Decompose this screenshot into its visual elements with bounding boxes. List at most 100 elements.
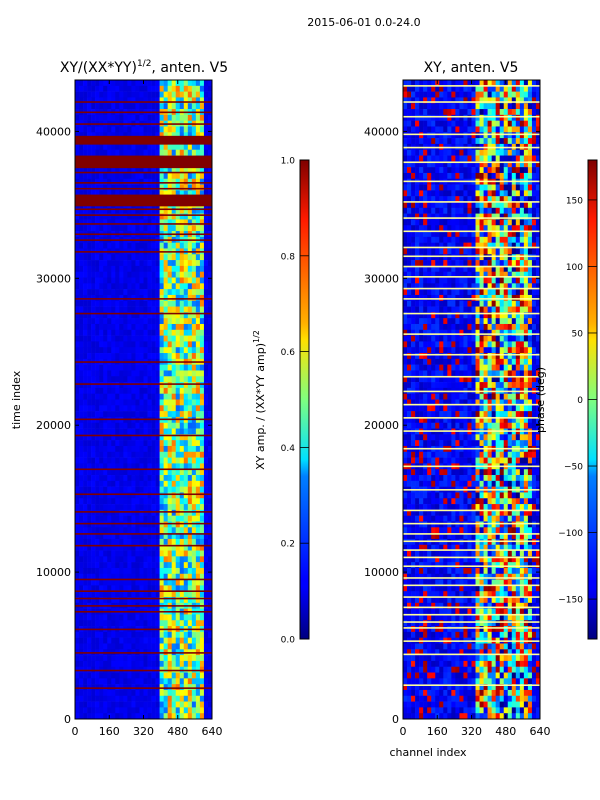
heatmap-cell <box>79 689 84 697</box>
heatmap-cell <box>79 521 84 528</box>
heatmap-cell <box>79 597 84 604</box>
heatmap-cell <box>83 341 88 348</box>
heatmap-cell <box>167 347 173 354</box>
heatmap-cell <box>191 486 197 493</box>
heatmap-cell <box>163 713 168 720</box>
heatmap-cell <box>203 689 209 697</box>
heatmap-cell <box>75 469 80 476</box>
heatmap-cell <box>99 509 104 516</box>
heatmap-cell <box>439 393 444 400</box>
heatmap-cell <box>419 597 424 604</box>
heatmap-cell <box>143 689 148 697</box>
heatmap-cell <box>159 515 164 522</box>
heatmap-cell <box>427 521 432 528</box>
heatmap-cell <box>171 498 177 505</box>
heatmap-cell <box>171 504 177 511</box>
heatmap-cell <box>127 451 132 458</box>
heatmap-cell <box>407 411 412 418</box>
heatmap-cell <box>87 103 92 110</box>
heatmap-cell <box>83 376 88 383</box>
heatmap-cell <box>151 260 156 267</box>
heatmap-cell <box>179 312 185 319</box>
heatmap-cell <box>191 504 197 511</box>
heatmap-cell <box>423 614 428 621</box>
heatmap-cell <box>103 509 108 516</box>
heatmap-cell <box>183 550 189 557</box>
heatmap-cell <box>427 422 432 429</box>
heatmap-cell <box>431 631 436 638</box>
heatmap-cell <box>187 445 193 453</box>
heatmap-cell <box>183 562 189 569</box>
heatmap-cell <box>411 678 416 685</box>
heatmap-cell <box>163 562 168 569</box>
heatmap-cell <box>403 213 408 220</box>
heatmap-cell <box>115 219 120 226</box>
heatmap-cell <box>91 393 96 400</box>
heatmap-cell <box>171 126 177 133</box>
heatmap-cell <box>75 376 80 383</box>
heatmap-cell <box>115 213 120 220</box>
heatmap-cell <box>99 382 104 389</box>
heatmap-cell <box>147 126 152 133</box>
heatmap-cell <box>179 614 185 621</box>
heatmap-cell <box>75 486 80 493</box>
heatmap-cell <box>151 277 156 284</box>
heatmap-cell <box>187 143 193 151</box>
heatmap-cell <box>111 556 116 563</box>
heatmap-cell <box>415 254 420 261</box>
heatmap-cell <box>179 265 185 272</box>
heatmap-cell <box>415 167 420 174</box>
heatmap-cell <box>151 370 156 377</box>
heatmap-cell <box>103 318 108 325</box>
heatmap-cell <box>207 463 213 470</box>
heatmap-cell <box>139 277 144 284</box>
flagged-time-row <box>75 383 212 385</box>
heatmap-cell <box>135 469 140 476</box>
heatmap-cell <box>135 335 140 342</box>
heatmap-cell <box>191 265 197 272</box>
heatmap-cell <box>203 149 209 156</box>
heatmap-cell <box>207 515 213 522</box>
heatmap-cell <box>135 323 140 331</box>
heatmap-cell <box>127 463 132 470</box>
heatmap-cell <box>175 242 181 249</box>
heatmap-cell <box>103 591 108 598</box>
heatmap-cell <box>123 300 128 307</box>
heatmap-cell <box>183 172 189 180</box>
heatmap-cell <box>91 178 96 185</box>
heatmap-cell <box>91 515 96 522</box>
heatmap-cell <box>147 376 152 383</box>
heatmap-cell <box>123 498 128 505</box>
heatmap-cell <box>107 614 112 621</box>
heatmap-cell <box>99 353 104 360</box>
heatmap-cell <box>191 207 197 214</box>
heatmap-cell <box>115 184 120 191</box>
heatmap-cell <box>75 289 80 296</box>
heatmap-cell <box>431 567 436 575</box>
heatmap-cell <box>407 684 412 691</box>
heatmap-cell <box>191 80 197 87</box>
heatmap-cell <box>79 713 84 720</box>
heatmap-cell <box>423 219 428 226</box>
heatmap-cell <box>203 515 209 522</box>
heatmap-cell <box>103 300 108 307</box>
heatmap-cell <box>179 504 185 511</box>
heatmap-cell <box>199 207 205 214</box>
heatmap-cell <box>91 405 96 412</box>
heatmap-cell <box>207 364 213 371</box>
heatmap-cell <box>195 544 201 551</box>
heatmap-cell <box>155 695 160 702</box>
heatmap-cell <box>135 399 140 406</box>
heatmap-cell <box>403 219 408 226</box>
heatmap-cell <box>143 300 148 307</box>
heatmap-cell <box>87 364 92 371</box>
heatmap-cell <box>127 190 132 197</box>
heatmap-cell <box>183 707 189 714</box>
heatmap-cell <box>135 684 140 691</box>
heatmap-cell <box>167 451 173 458</box>
heatmap-cell <box>151 265 156 272</box>
heatmap-cell <box>443 306 448 313</box>
heatmap-cell <box>119 190 124 197</box>
heatmap-cell <box>127 695 132 702</box>
heatmap-cell <box>175 213 181 220</box>
